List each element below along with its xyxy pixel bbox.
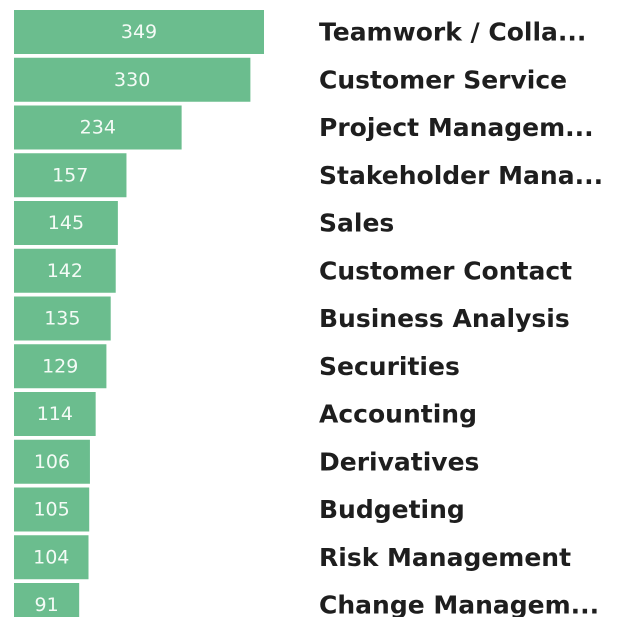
category-label: Customer Service <box>319 65 567 94</box>
value-label: 105 <box>33 499 69 521</box>
bar <box>14 344 107 389</box>
value-label: 135 <box>44 308 80 330</box>
bar <box>14 57 251 102</box>
bar <box>14 153 127 198</box>
value-label: 106 <box>34 451 70 473</box>
value-label: 330 <box>114 69 150 91</box>
bar <box>14 10 264 54</box>
value-label: 157 <box>52 164 88 186</box>
value-label: 104 <box>33 546 69 568</box>
category-label: Project Managem... <box>319 113 594 142</box>
category-label: Teamwork / Colla... <box>319 18 586 47</box>
bar <box>14 201 118 245</box>
value-label: 114 <box>37 403 73 425</box>
value-label: 142 <box>47 260 83 282</box>
value-label: 91 <box>34 594 58 616</box>
value-label: 349 <box>121 21 157 43</box>
category-label: Stakeholder Mana... <box>319 161 603 190</box>
category-label: Customer Contact <box>319 256 572 285</box>
category-label: Change Managem... <box>319 591 599 617</box>
bar <box>14 105 182 150</box>
bar <box>14 535 89 580</box>
category-label: Accounting <box>319 400 477 429</box>
bar <box>14 439 90 484</box>
bar <box>14 583 80 617</box>
value-label: 145 <box>48 212 84 234</box>
category-label: Risk Management <box>319 543 571 572</box>
bar <box>14 392 96 436</box>
category-label: Securities <box>319 352 460 381</box>
value-label: 234 <box>80 117 116 139</box>
category-label: Sales <box>319 209 394 238</box>
bar <box>14 487 90 532</box>
bar <box>14 248 116 293</box>
category-label: Business Analysis <box>319 304 570 333</box>
category-label: Derivatives <box>319 447 479 476</box>
category-label: Budgeting <box>319 495 465 524</box>
value-label: 129 <box>42 355 78 377</box>
bar <box>14 296 111 341</box>
